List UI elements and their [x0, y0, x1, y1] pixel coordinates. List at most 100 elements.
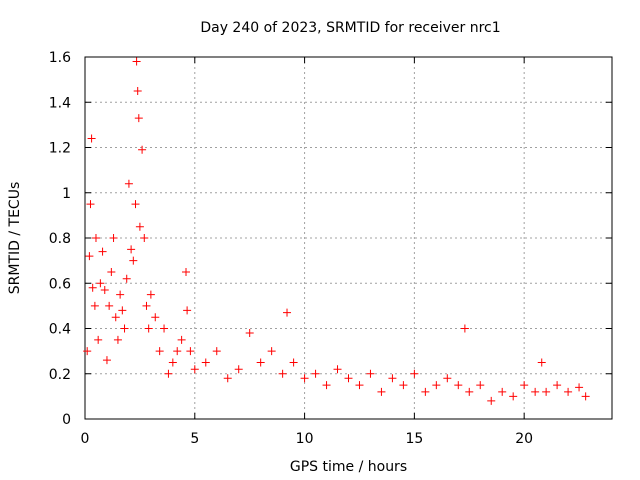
data-point	[129, 256, 138, 265]
data-point	[460, 324, 469, 333]
data-point	[509, 392, 518, 401]
x-tick-label: 20	[515, 431, 533, 447]
data-point	[111, 313, 120, 322]
data-point	[377, 387, 386, 396]
data-point	[182, 267, 191, 276]
data-point	[131, 200, 140, 209]
data-point	[355, 381, 364, 390]
data-point	[177, 335, 186, 344]
plot-area	[84, 56, 613, 420]
data-point	[94, 335, 103, 344]
data-point	[186, 347, 195, 356]
data-point	[151, 313, 160, 322]
data-point	[443, 374, 452, 383]
data-point	[322, 381, 331, 390]
data-point	[234, 365, 243, 374]
data-point	[183, 306, 192, 315]
data-point	[83, 347, 92, 356]
y-tick-label: 1.6	[49, 50, 71, 66]
data-point	[135, 222, 144, 231]
data-point	[100, 286, 109, 295]
data-point	[91, 234, 100, 242]
x-axis-label: GPS time / hours	[290, 459, 407, 475]
data-point	[122, 274, 131, 283]
data-point	[127, 245, 136, 254]
data-point	[289, 358, 298, 367]
x-tick-label: 0	[81, 431, 90, 447]
data-point	[432, 381, 441, 390]
x-tick-label: 5	[190, 431, 199, 447]
data-point	[553, 381, 562, 390]
data-point	[86, 200, 95, 209]
data-point	[146, 290, 155, 299]
data-point	[140, 234, 149, 242]
data-point	[107, 267, 116, 276]
data-point	[90, 301, 99, 310]
data-point	[201, 358, 210, 367]
data-point	[87, 134, 96, 143]
data-point	[575, 383, 584, 392]
data-point	[105, 301, 114, 310]
data-point	[173, 347, 182, 356]
data-point	[581, 392, 590, 401]
data-point	[520, 381, 529, 390]
data-point	[155, 347, 164, 356]
data-point	[421, 387, 430, 396]
axis-ticks: 0 5 10 15 20 0 0.2 0.4 0.6 0.8 1 1.2 1.4 1.6	[49, 50, 612, 447]
y-tick-label: 0	[62, 412, 71, 428]
data-point	[311, 369, 320, 378]
data-point	[283, 308, 292, 317]
data-point	[85, 252, 94, 261]
data-point	[133, 86, 142, 95]
data-points	[83, 57, 590, 405]
data-point	[531, 387, 540, 396]
data-point	[300, 374, 309, 383]
data-point	[344, 374, 353, 383]
data-point	[88, 283, 97, 292]
data-point	[102, 356, 111, 365]
data-point	[144, 324, 153, 333]
data-point	[223, 374, 232, 383]
data-point	[168, 358, 177, 367]
y-tick-label: 1	[62, 186, 71, 202]
data-point	[465, 387, 474, 396]
data-point	[134, 114, 143, 123]
y-tick-label: 0.6	[49, 276, 71, 292]
data-point	[118, 306, 127, 315]
data-point	[98, 247, 107, 256]
data-point	[542, 387, 551, 396]
data-point	[487, 396, 496, 405]
data-point	[212, 347, 221, 356]
data-point	[454, 381, 463, 390]
data-point	[564, 387, 573, 396]
data-point	[333, 365, 342, 374]
y-axis-label: SRMTID / TECUs	[7, 182, 23, 295]
x-tick-label: 15	[405, 431, 423, 447]
data-point	[138, 145, 147, 154]
data-point	[278, 369, 287, 378]
data-point	[96, 279, 105, 288]
data-point	[388, 374, 397, 383]
data-point	[142, 301, 151, 310]
grid-lines	[85, 57, 612, 419]
data-point	[256, 358, 265, 367]
data-point	[498, 387, 507, 396]
y-tick-label: 0.4	[49, 322, 71, 338]
data-point	[124, 179, 133, 188]
data-point	[245, 329, 254, 338]
chart-title: Day 240 of 2023, SRMTID for receiver nrc…	[200, 20, 500, 36]
data-point	[410, 369, 419, 378]
data-point	[190, 365, 199, 374]
data-point	[164, 369, 173, 378]
y-tick-label: 1.2	[49, 141, 71, 157]
data-point	[113, 335, 122, 344]
data-point	[476, 381, 485, 390]
data-point	[366, 369, 375, 378]
data-point	[132, 57, 141, 66]
data-point	[109, 234, 118, 242]
data-point	[120, 324, 129, 333]
y-tick-label: 0.8	[49, 231, 71, 247]
data-point	[267, 347, 276, 356]
data-point	[116, 290, 125, 299]
